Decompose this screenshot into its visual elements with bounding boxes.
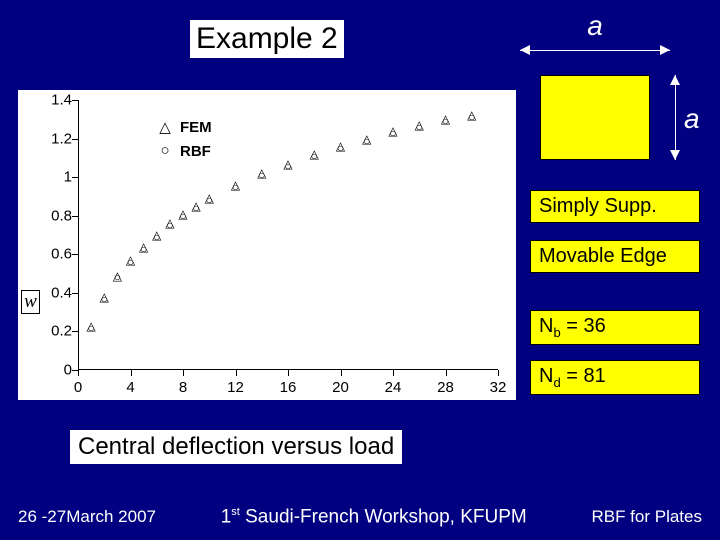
legend-label: RBF bbox=[180, 143, 211, 160]
y-tick bbox=[72, 139, 78, 140]
data-point-rbf: ○ bbox=[179, 210, 186, 222]
legend-label: FEM bbox=[180, 119, 212, 136]
data-point-rbf: ○ bbox=[363, 135, 370, 147]
y-tick-label: 0.4 bbox=[38, 284, 72, 301]
legend-item: ○ RBF bbox=[156, 143, 212, 160]
nd-panel: Nd = 81 bbox=[530, 360, 700, 395]
x-tick-label: 0 bbox=[74, 379, 82, 396]
x-tick-label: 16 bbox=[280, 379, 297, 396]
chart-legend: △ FEM ○ RBF bbox=[156, 118, 212, 166]
data-point-rbf: ○ bbox=[101, 293, 108, 305]
data-point-rbf: ○ bbox=[127, 256, 134, 268]
data-point-rbf: ○ bbox=[389, 127, 396, 139]
data-point-rbf: ○ bbox=[206, 194, 213, 206]
slide-footer: 26 -27March 2007 1st Saudi-French Worksh… bbox=[0, 506, 720, 528]
chart-caption: Central deflection versus load bbox=[70, 430, 402, 464]
y-tick-label: 1 bbox=[38, 169, 72, 186]
data-point-rbf: ○ bbox=[468, 111, 475, 123]
dimension-a-vertical: a bbox=[660, 75, 700, 160]
plate-diagram bbox=[540, 75, 650, 160]
dimension-label: a bbox=[684, 103, 700, 135]
data-point-rbf: ○ bbox=[114, 271, 121, 283]
x-tick-label: 12 bbox=[227, 379, 244, 396]
x-tick bbox=[446, 370, 447, 376]
x-tick bbox=[393, 370, 394, 376]
legend-symbol: ○ bbox=[156, 143, 174, 160]
y-tick-label: 0 bbox=[38, 362, 72, 379]
y-tick bbox=[72, 331, 78, 332]
x-tick bbox=[131, 370, 132, 376]
data-point-rbf: ○ bbox=[88, 322, 95, 334]
y-tick-label: 0.8 bbox=[38, 207, 72, 224]
x-tick-label: 4 bbox=[126, 379, 134, 396]
y-tick bbox=[72, 216, 78, 217]
data-point-rbf: ○ bbox=[193, 202, 200, 214]
x-tick-label: 20 bbox=[332, 379, 349, 396]
y-tick bbox=[72, 293, 78, 294]
y-axis-title: w bbox=[18, 290, 43, 314]
x-tick bbox=[288, 370, 289, 376]
x-tick-label: 24 bbox=[385, 379, 402, 396]
data-point-rbf: ○ bbox=[284, 160, 291, 172]
nb-panel: Nb = 36 bbox=[530, 310, 700, 345]
legend-symbol: △ bbox=[156, 118, 174, 137]
y-tick-label: 0.6 bbox=[38, 246, 72, 263]
x-tick-label: 8 bbox=[179, 379, 187, 396]
x-tick bbox=[498, 370, 499, 376]
edge-condition-panel: Movable Edge bbox=[530, 240, 700, 273]
y-tick-label: 0.2 bbox=[38, 323, 72, 340]
scatter-chart: △FEM○RBF 00.20.40.60.811.21.404812162024… bbox=[78, 100, 498, 370]
x-tick-label: 28 bbox=[437, 379, 454, 396]
x-tick-label: 32 bbox=[490, 379, 507, 396]
legend-item: △ FEM bbox=[156, 118, 212, 137]
y-tick bbox=[72, 177, 78, 178]
y-axis bbox=[78, 100, 79, 370]
data-point-rbf: ○ bbox=[153, 231, 160, 243]
footer-topic: RBF for Plates bbox=[591, 507, 702, 527]
data-point-rbf: ○ bbox=[442, 115, 449, 127]
y-tick bbox=[72, 100, 78, 101]
data-point-rbf: ○ bbox=[311, 150, 318, 162]
data-point-rbf: ○ bbox=[166, 219, 173, 231]
x-tick bbox=[236, 370, 237, 376]
data-point-rbf: ○ bbox=[416, 121, 423, 133]
x-tick bbox=[183, 370, 184, 376]
slide-title: Example 2 bbox=[190, 20, 344, 58]
y-tick-label: 1.4 bbox=[38, 92, 72, 109]
chart-container: △ FEM ○ RBF 0 0.2 0.4 0.6 0.8 1 1.2 1.4 0 4 8 12 16 20 24… bbox=[18, 90, 516, 400]
y-tick-label: 1.2 bbox=[38, 130, 72, 147]
dimension-a-horizontal: a bbox=[520, 10, 670, 50]
data-point-rbf: ○ bbox=[337, 142, 344, 154]
x-tick bbox=[341, 370, 342, 376]
dimension-label: a bbox=[587, 10, 603, 41]
data-point-rbf: ○ bbox=[232, 181, 239, 193]
data-point-rbf: ○ bbox=[140, 243, 147, 255]
footer-date: 26 -27March 2007 bbox=[18, 507, 156, 527]
footer-workshop: 1st Saudi-French Workshop, KFUPM bbox=[221, 506, 527, 528]
boundary-condition-panel: Simply Supp. bbox=[530, 190, 700, 223]
data-point-rbf: ○ bbox=[258, 169, 265, 181]
y-tick bbox=[72, 254, 78, 255]
x-tick bbox=[78, 370, 79, 376]
